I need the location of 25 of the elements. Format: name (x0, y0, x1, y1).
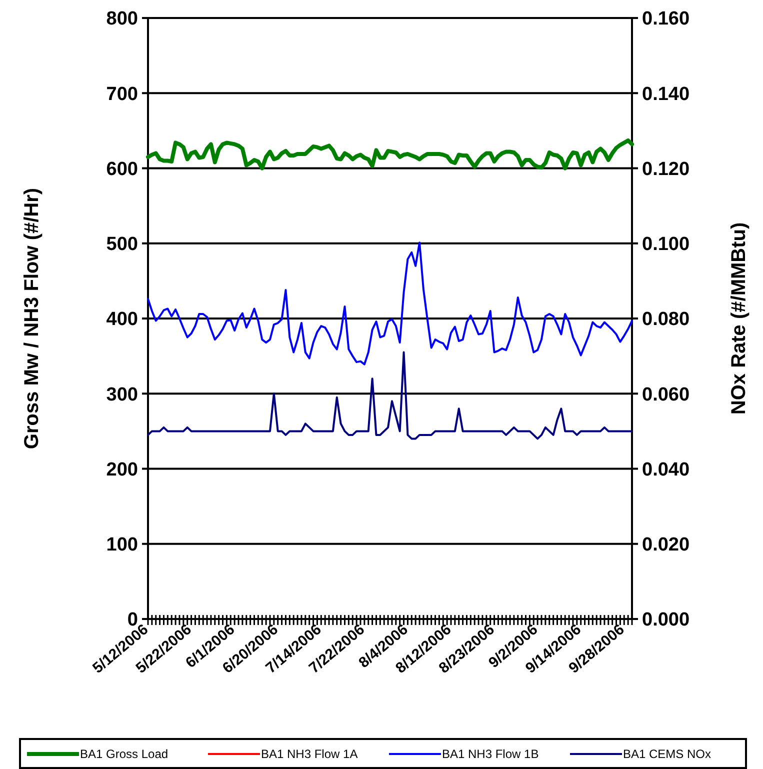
legend-label: BA1 NH3 Flow 1B (442, 747, 539, 762)
legend-label: BA1 CEMS NOx (623, 747, 712, 762)
y2-tick-label: 0.040 (642, 459, 690, 480)
y2-tick-label: 0.000 (642, 610, 690, 631)
y2-tick-label: 0.060 (642, 384, 690, 406)
y-tick-label: 700 (106, 84, 138, 105)
y2-tick-label: 0.080 (642, 309, 690, 330)
y-tick-label: 0 (127, 610, 138, 631)
y2-axis-title: NOx Rate (#/MMBtu) (728, 222, 750, 415)
legend-label: BA1 Gross Load (80, 747, 168, 762)
y2-tick-label: 0.020 (642, 534, 690, 556)
y-axis-title: Gross Mw / NH3 Flow (#/Hr) (21, 188, 43, 450)
y-tick-label: 300 (106, 384, 138, 406)
y-tick-label: 200 (106, 459, 138, 480)
y-tick-label: 800 (106, 8, 138, 30)
y2-tick-label: 0.100 (642, 234, 690, 256)
y2-tick-label: 0.160 (642, 8, 690, 30)
y-tick-label: 100 (106, 534, 138, 556)
y-tick-label: 400 (106, 309, 138, 330)
y-tick-label: 500 (106, 234, 138, 256)
y2-tick-label: 0.120 (642, 158, 690, 180)
legend-label: BA1 NH3 Flow 1A (261, 747, 358, 762)
y2-tick-label: 0.140 (642, 84, 690, 105)
y-tick-label: 600 (106, 158, 138, 180)
line-series (146, 138, 634, 170)
